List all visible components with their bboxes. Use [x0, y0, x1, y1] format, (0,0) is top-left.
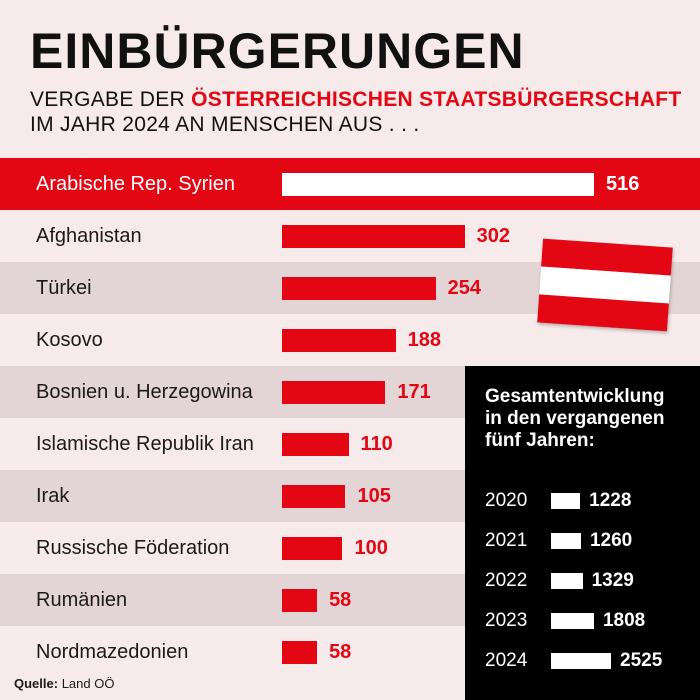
- year-row: 2020 1228: [465, 486, 700, 516]
- year-bar: [551, 493, 581, 509]
- bar: [282, 537, 343, 560]
- category-label: Nordmazedonien: [36, 641, 189, 663]
- value-label: 58: [329, 589, 352, 611]
- year-bar: [551, 613, 594, 629]
- bar: [282, 173, 594, 196]
- bar: [282, 485, 346, 508]
- bar-row: Russische Föderation 100: [0, 522, 700, 574]
- year-label: 2023: [485, 610, 528, 631]
- value-label: 171: [397, 381, 431, 403]
- category-label: Russische Föderation: [36, 537, 230, 559]
- bar-row: Kosovo 188: [0, 314, 700, 366]
- five-year-panel: Gesamtentwicklung in den vergangenen fün…: [465, 366, 700, 700]
- category-label: Bosnien u. Herzegowina: [36, 381, 253, 403]
- year-bar: [551, 573, 583, 589]
- bar: [282, 329, 396, 352]
- source-text: Land OÖ: [61, 676, 115, 691]
- bar: [282, 381, 386, 404]
- bar-row: Afghanistan 302: [0, 210, 700, 262]
- bar: [282, 225, 465, 248]
- value-label: 105: [357, 485, 391, 507]
- value-label: 188: [407, 329, 442, 351]
- bar: [282, 277, 436, 300]
- category-label: Türkei: [36, 277, 92, 299]
- value-label: 110: [360, 433, 393, 455]
- year-value-label: 1228: [589, 490, 632, 511]
- source-label: Quelle:: [14, 676, 59, 691]
- year-label: 2020: [485, 490, 528, 511]
- year-bar: [551, 653, 611, 669]
- year-value-label: 1329: [591, 570, 634, 591]
- category-label: Irak: [36, 485, 70, 507]
- chart-subtitle: VERGABE DER ÖSTERREICHISCHEN STAATSBÜRGE…: [30, 87, 682, 137]
- bar: [282, 641, 318, 664]
- category-label: Rumänien: [36, 589, 128, 611]
- austria-flag-icon: [537, 238, 673, 332]
- category-label: Arabische Rep. Syrien: [36, 173, 235, 195]
- year-row: 2022 1329: [465, 566, 700, 596]
- year-label: 2024: [485, 650, 528, 671]
- bar-row: Islamische Republik Iran 110: [0, 418, 700, 470]
- bar-row: Arabische Rep. Syrien 516: [0, 158, 700, 210]
- value-label: 302: [476, 225, 510, 247]
- year-row: 2021 1260: [465, 526, 700, 556]
- panel-title: Gesamtentwicklung in den vergangenen fün…: [485, 386, 665, 451]
- bar: [282, 433, 349, 456]
- year-value-label: 1260: [589, 530, 633, 551]
- value-label: 58: [329, 641, 352, 663]
- bar-row: Nordmazedonien 58: [0, 626, 700, 678]
- category-label: Islamische Republik Iran: [36, 433, 254, 455]
- year-label: 2021: [485, 530, 528, 551]
- year-bar: [551, 533, 581, 549]
- subtitle-prefix: VERGABE DER: [30, 88, 192, 111]
- chart-title: EINBÜRGERUNGEN: [30, 23, 525, 79]
- source-note: Quelle: Land OÖ: [14, 676, 114, 691]
- bar: [282, 589, 318, 612]
- year-label: 2022: [485, 570, 528, 591]
- category-label: Afghanistan: [36, 225, 142, 247]
- year-value-label: 2525: [620, 650, 663, 671]
- year-row: 2024 2525: [465, 646, 700, 676]
- value-label: 516: [606, 173, 640, 195]
- subtitle-highlight: ÖSTERREICHISCHEN STAATSBÜRGERSCHAFT: [191, 88, 682, 111]
- category-label: Kosovo: [36, 329, 103, 351]
- subtitle-line2: IM JAHR 2024 AN MENSCHEN AUS . . .: [30, 113, 420, 136]
- year-row: 2023 1808: [465, 606, 700, 636]
- year-value-label: 1808: [602, 610, 646, 631]
- value-label: 100: [354, 537, 388, 559]
- value-label: 254: [447, 277, 481, 299]
